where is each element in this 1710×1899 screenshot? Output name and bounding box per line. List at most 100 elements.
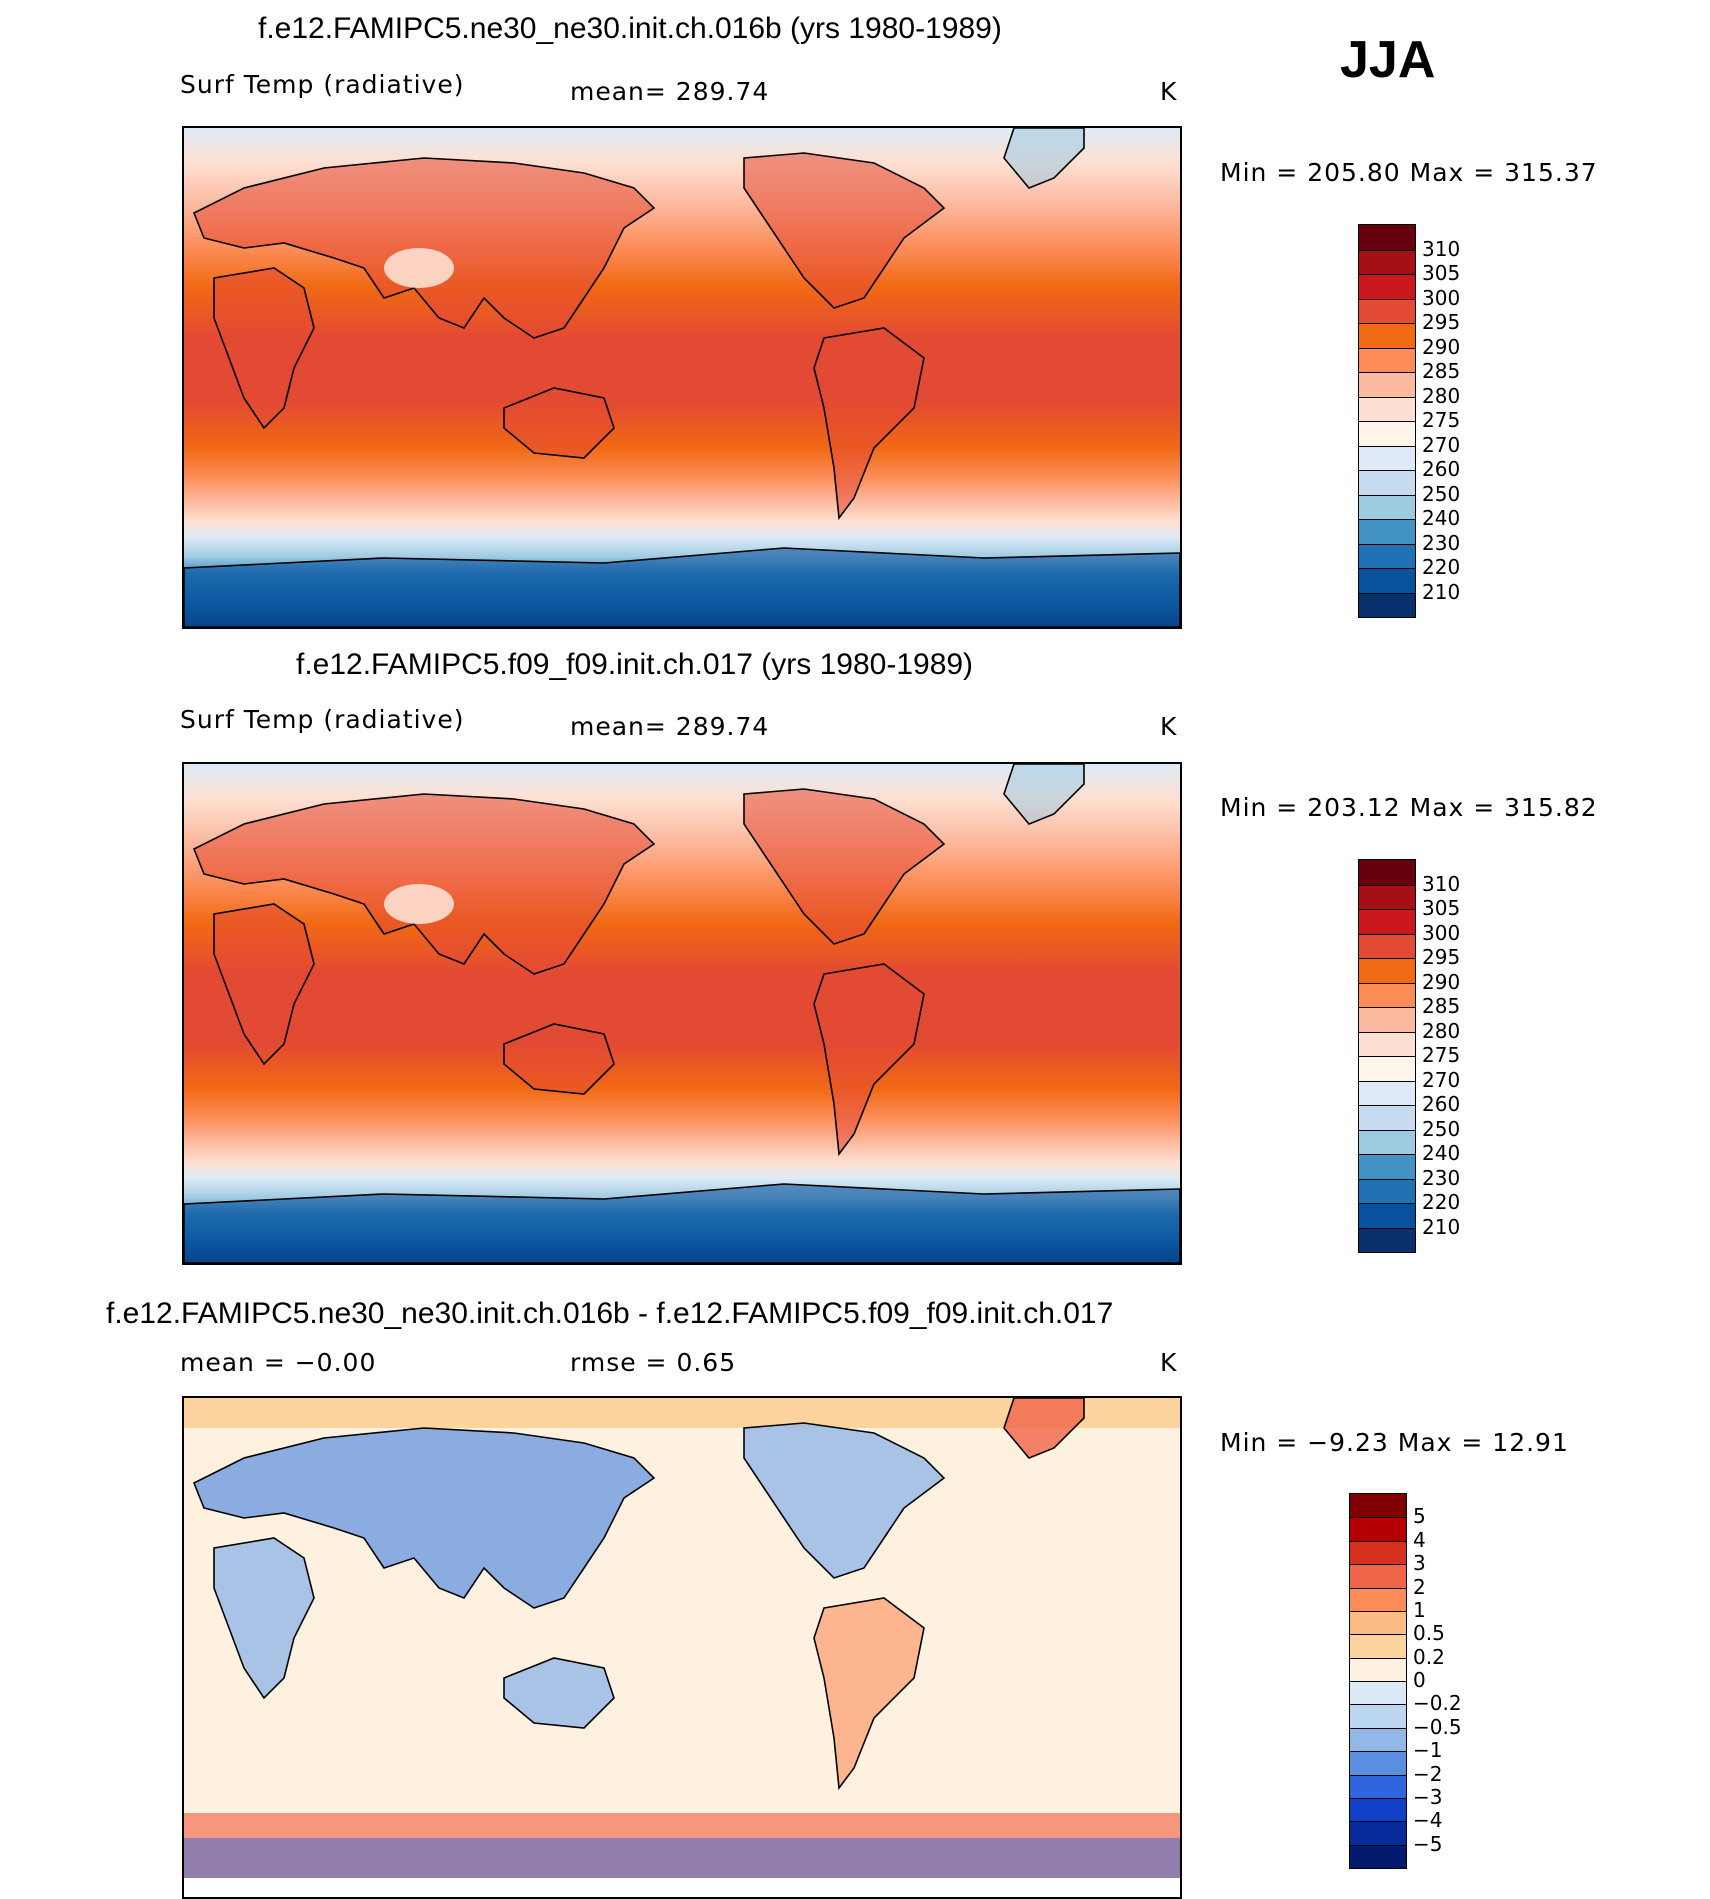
panel-1-colorbar-segment xyxy=(1359,494,1415,519)
panel-2-title: f.e12.FAMIPC5.f09_f09.init.ch.017 (yrs 1… xyxy=(296,648,974,681)
panel-1-colorbar-segment xyxy=(1359,543,1415,568)
panel-2-colorbar-segment xyxy=(1359,1031,1415,1056)
panel-1-colorbar-label: 275 xyxy=(1422,408,1461,432)
panel-1-colorbar-label: 310 xyxy=(1422,236,1461,261)
panel-3-colorbar-segment xyxy=(1350,1517,1406,1541)
panel-3-colorbar-label: −3 xyxy=(1413,1784,1443,1809)
panel-1-colorbar-segment xyxy=(1359,568,1415,593)
panel-1-colorbar-label: 240 xyxy=(1422,506,1461,530)
panel-2-colorbar-segment xyxy=(1359,1178,1415,1203)
panel-3-minmax: Min = −9.23 Max = 12.91 xyxy=(1220,1428,1569,1457)
panel-3-colorbar-label: 5 xyxy=(1413,1504,1426,1529)
panel-3-colorbar-segment xyxy=(1350,1821,1406,1845)
panel-2-mean-label: mean= 289.74 xyxy=(570,712,770,741)
panel-2-colorbar-label: 250 xyxy=(1422,1116,1461,1141)
panel-1-colorbar-segment xyxy=(1359,274,1415,299)
panel-2-colorbar-segment xyxy=(1359,909,1415,934)
panel-1-colorbar-label: 270 xyxy=(1422,432,1461,457)
panel-3-colorbar-label: −5 xyxy=(1413,1831,1443,1856)
panel-1-colorbar xyxy=(1358,224,1416,618)
panel-1-colorbar-segment xyxy=(1359,445,1415,470)
panel-1-continents xyxy=(184,128,1180,627)
panel-3-colorbar-segment xyxy=(1350,1494,1406,1518)
panel-1-tibet-cold-spot xyxy=(384,248,454,288)
panel-3-colorbar-segment xyxy=(1350,1751,1406,1775)
panel-2-units: K xyxy=(1160,712,1178,741)
panel-2-colorbar-segment xyxy=(1359,1154,1415,1179)
panel-3-colorbar-label: −0.2 xyxy=(1413,1691,1462,1716)
panel-3-colorbar-segment xyxy=(1350,1844,1406,1868)
panel-2-continents xyxy=(184,764,1180,1263)
panel-3-colorbar-segment xyxy=(1350,1727,1406,1752)
panel-2-colorbar-label: 260 xyxy=(1422,1092,1461,1116)
panel-2-colorbar-segment xyxy=(1359,884,1415,909)
panel-3-colorbar-segment xyxy=(1350,1540,1406,1565)
panel-2-colorbar-segment xyxy=(1359,860,1415,885)
panel-3-colorbar-label: 2 xyxy=(1413,1574,1426,1599)
panel-3-title: f.e12.FAMIPC5.ne30_ne30.init.ch.016b - f… xyxy=(106,1297,1114,1330)
panel-1-title: f.e12.FAMIPC5.ne30_ne30.init.ch.016b (yr… xyxy=(258,12,1002,45)
panel-2-colorbar-segment xyxy=(1359,1129,1415,1154)
panel-3-colorbar-segment xyxy=(1350,1657,1406,1681)
panel-2-variable-label: Surf Temp (radiative) xyxy=(180,705,465,734)
panel-3-colorbar xyxy=(1349,1493,1407,1869)
panel-1-colorbar-segment xyxy=(1359,249,1415,274)
panel-1-colorbar-segment xyxy=(1359,225,1415,250)
panel-3-colorbar-label: 3 xyxy=(1413,1551,1426,1576)
panel-1-colorbar-segment xyxy=(1359,372,1415,397)
panel-2-colorbar-segment xyxy=(1359,1203,1415,1228)
panel-2-colorbar-segment xyxy=(1359,933,1415,958)
panel-1-colorbar-segment xyxy=(1359,421,1415,446)
panel-3-colorbar-label: 0.2 xyxy=(1413,1644,1445,1669)
panel-2-colorbar-segment xyxy=(1359,1227,1415,1252)
panel-2-minmax: Min = 203.12 Max = 315.82 xyxy=(1220,793,1598,822)
panel-3-colorbar-segment xyxy=(1350,1610,1406,1635)
panel-3-colorbar-segment xyxy=(1350,1704,1406,1728)
panel-2-tibet-cold-spot xyxy=(384,884,454,924)
panel-2-colorbar-segment xyxy=(1359,982,1415,1007)
panel-1-colorbar-label: 285 xyxy=(1422,359,1461,383)
panel-3-colorbar-label: 4 xyxy=(1413,1527,1426,1552)
panel-3-colorbar-label: −1 xyxy=(1413,1738,1443,1763)
panel-2-colorbar-label: 270 xyxy=(1422,1067,1461,1092)
panel-2-colorbar-segment xyxy=(1359,1056,1415,1081)
panel-2-colorbar-segment xyxy=(1359,1007,1415,1032)
panel-1-colorbar-label: 260 xyxy=(1422,457,1461,481)
panel-2-colorbar xyxy=(1358,859,1416,1253)
panel-2-colorbar-label: 305 xyxy=(1422,896,1461,920)
panel-1-colorbar-segment xyxy=(1359,298,1415,323)
panel-3-rmse-label: rmse = 0.65 xyxy=(570,1348,737,1377)
panel-3-map xyxy=(182,1396,1182,1899)
panel-3-colorbar-label: 0 xyxy=(1413,1668,1426,1692)
panel-1-colorbar-segment xyxy=(1359,470,1415,495)
panel-2-colorbar-segment xyxy=(1359,958,1415,983)
panel-1-colorbar-label: 290 xyxy=(1422,334,1461,359)
season-label: JJA xyxy=(1340,31,1436,89)
panel-1-units: K xyxy=(1160,77,1178,106)
panel-1-colorbar-segment xyxy=(1359,396,1415,421)
panel-1-mean-label: mean= 289.74 xyxy=(570,77,770,106)
panel-3-colorbar-segment xyxy=(1350,1774,1406,1798)
panel-1-colorbar-segment xyxy=(1359,519,1415,544)
panel-3-colorbar-label: −2 xyxy=(1413,1761,1443,1786)
panel-1-colorbar-label: 295 xyxy=(1422,310,1461,334)
panel-2-colorbar-segment xyxy=(1359,1080,1415,1105)
panel-1-variable-label: Surf Temp (radiative) xyxy=(180,70,465,99)
panel-1-colorbar-segment xyxy=(1359,592,1415,617)
panel-2-colorbar-label: 275 xyxy=(1422,1043,1461,1067)
panel-2-colorbar-label: 230 xyxy=(1422,1165,1461,1190)
panel-2-colorbar-label: 220 xyxy=(1422,1190,1461,1214)
panel-2-colorbar-label: 280 xyxy=(1422,1018,1461,1043)
panel-2-colorbar-label: 310 xyxy=(1422,871,1461,896)
panel-1-colorbar-segment xyxy=(1359,347,1415,372)
panel-3-colorbar-label: −0.5 xyxy=(1413,1714,1462,1739)
panel-1-colorbar-label: 305 xyxy=(1422,261,1461,285)
panel-1-colorbar-label: 280 xyxy=(1422,383,1461,408)
panel-1-colorbar-label: 220 xyxy=(1422,555,1461,579)
panel-3-colorbar-label: −4 xyxy=(1413,1808,1443,1833)
panel-1-colorbar-label: 300 xyxy=(1422,285,1461,310)
panel-3-continents xyxy=(192,1398,1085,1791)
panel-2-colorbar-label: 285 xyxy=(1422,994,1461,1018)
panel-3-colorbar-segment xyxy=(1350,1587,1406,1611)
panel-2-colorbar-label: 240 xyxy=(1422,1141,1461,1165)
